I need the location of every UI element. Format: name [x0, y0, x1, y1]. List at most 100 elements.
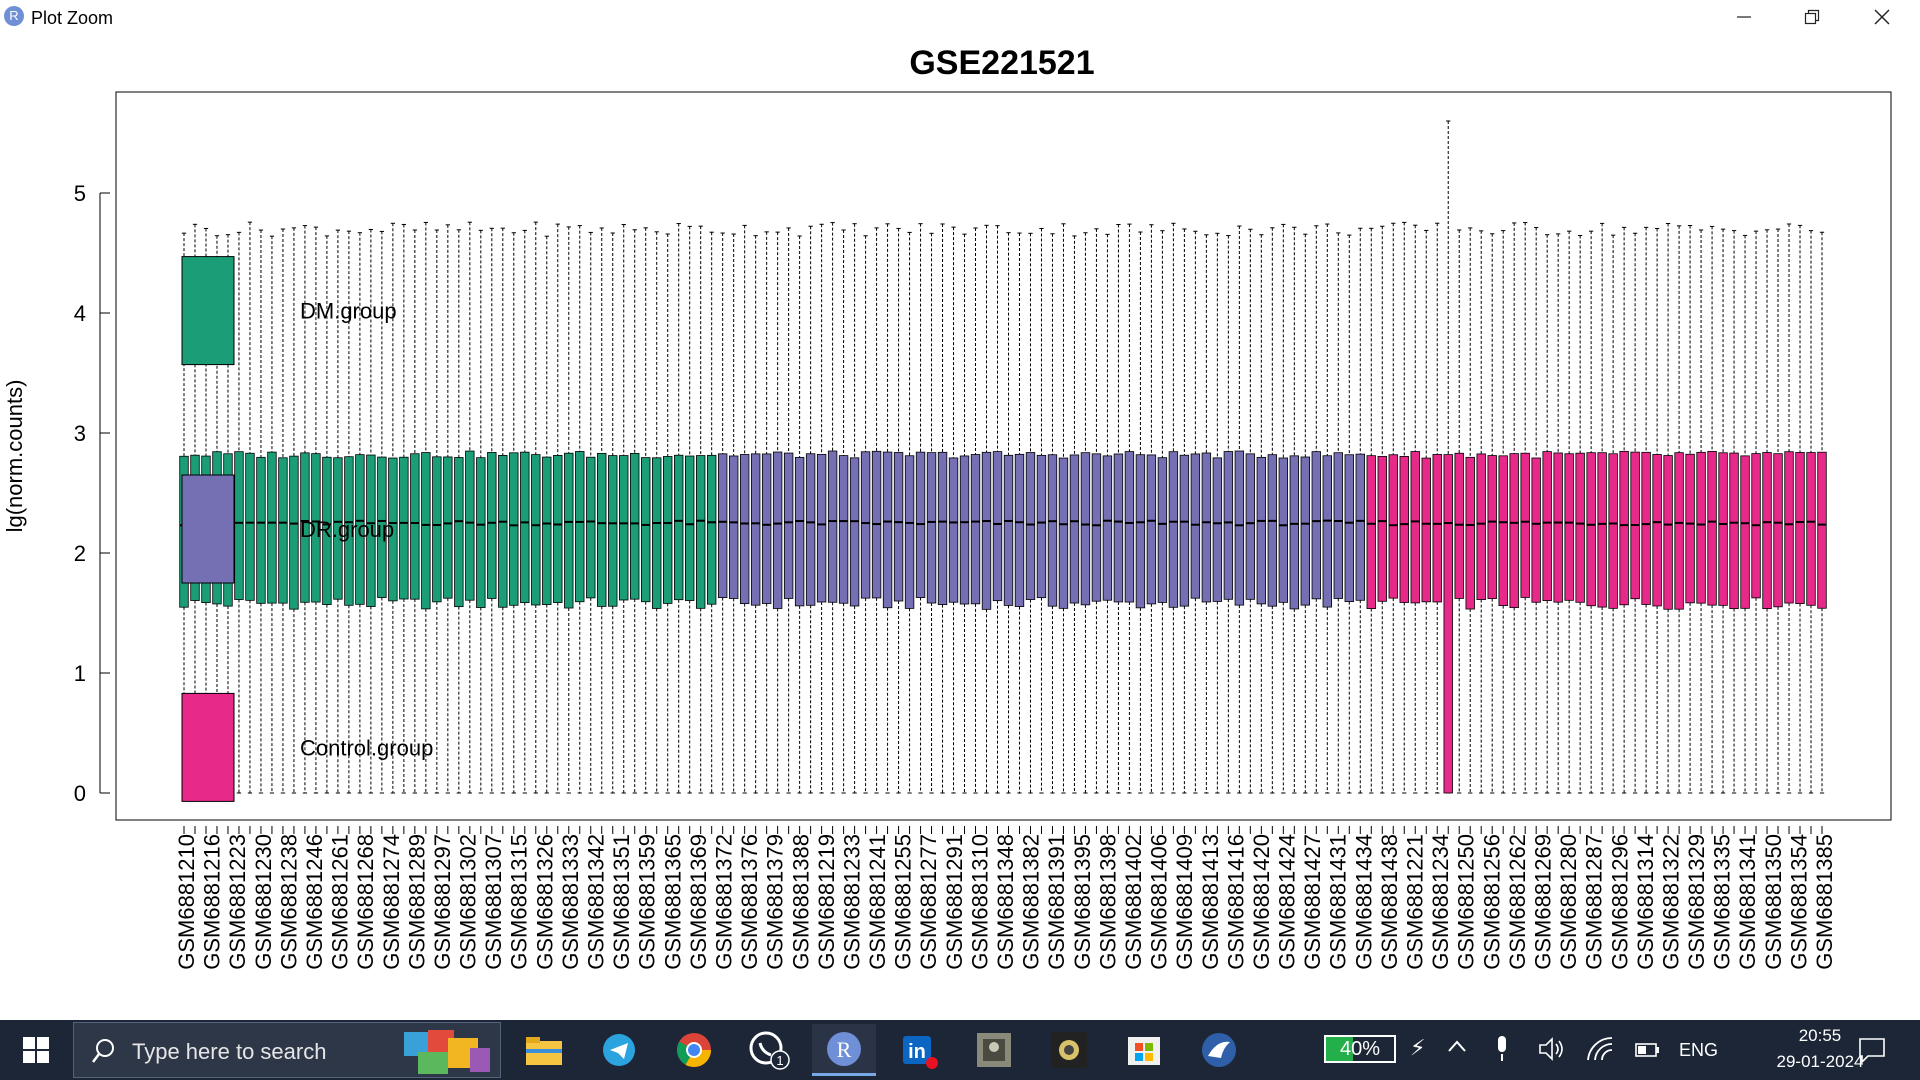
x-tick-label: GSM6881391 — [1044, 834, 1069, 970]
box-body — [959, 455, 970, 605]
box — [1751, 230, 1761, 794]
taskbar-file-explorer[interactable] — [512, 1024, 576, 1076]
box-body — [1718, 452, 1728, 606]
x-tick-label: GSM6881274 — [379, 834, 404, 970]
y-tick-label: 5 — [74, 181, 86, 206]
boxplot-chart: GSE221521 0 1 2 3 4 5 DM.group DR.group Control… — [2, 44, 1892, 970]
box — [1641, 226, 1651, 794]
box-body — [1003, 454, 1014, 606]
battery-tray-icon[interactable] — [1634, 1036, 1662, 1066]
box-body — [410, 453, 420, 600]
box — [794, 235, 805, 794]
box-body — [948, 457, 959, 603]
box — [1256, 234, 1267, 794]
x-tick-label: GSM6881246 — [302, 834, 327, 970]
box — [1069, 235, 1080, 794]
box — [1344, 234, 1354, 794]
box — [1179, 228, 1190, 794]
box — [1729, 230, 1739, 794]
box — [970, 227, 981, 794]
box-body — [937, 451, 948, 606]
battery-indicator[interactable]: 40% — [1324, 1035, 1396, 1063]
box — [1553, 233, 1563, 794]
box — [553, 223, 563, 794]
minimize-button[interactable] — [1712, 0, 1776, 34]
box-body — [630, 452, 640, 600]
bird-app-icon — [1202, 1033, 1236, 1067]
box — [1267, 227, 1278, 794]
box — [1762, 229, 1772, 794]
plot-frame — [115, 91, 1892, 821]
box — [1465, 227, 1475, 794]
box — [1311, 225, 1321, 794]
box — [1806, 230, 1816, 794]
x-tick-label: GSM6881406 — [1147, 834, 1172, 970]
box-body — [333, 457, 343, 600]
box-body — [1135, 454, 1146, 609]
box — [333, 229, 343, 794]
box-body — [1036, 454, 1047, 599]
box — [1377, 225, 1387, 794]
box-body — [728, 455, 739, 599]
box — [575, 225, 585, 794]
box-body — [816, 453, 827, 603]
box — [454, 229, 464, 794]
box-body — [1619, 450, 1629, 606]
box — [1509, 222, 1519, 794]
box — [1366, 227, 1376, 794]
box — [838, 229, 849, 794]
box — [377, 230, 387, 794]
taskbar-chrome[interactable] — [662, 1024, 726, 1076]
start-button[interactable] — [0, 1020, 72, 1080]
notification-icon[interactable] — [1858, 1036, 1886, 1064]
microphone-icon[interactable] — [1494, 1034, 1510, 1068]
taskbar-photo-app[interactable] — [962, 1024, 1026, 1076]
volume-icon[interactable] — [1538, 1036, 1566, 1066]
box-body — [970, 454, 981, 605]
box — [1685, 225, 1695, 794]
language-indicator[interactable]: ENG — [1679, 1040, 1719, 1060]
taskbar-whatsapp[interactable]: 1 — [737, 1024, 801, 1076]
box-body — [1674, 452, 1684, 610]
box — [1663, 223, 1673, 794]
taskbar-bird-app[interactable] — [1187, 1024, 1251, 1076]
taskbar-dark-app[interactable] — [1037, 1024, 1101, 1076]
box — [630, 229, 640, 794]
restore-button[interactable] — [1780, 0, 1844, 34]
taskbar-linkedin[interactable]: in — [887, 1024, 951, 1076]
box — [1498, 230, 1508, 794]
taskbar-telegram[interactable] — [587, 1024, 651, 1076]
window-titlebar: R Plot Zoom — [0, 0, 1920, 34]
x-tick-label: GSM6881395 — [1070, 834, 1095, 970]
taskbar-microsoft-store[interactable] — [1112, 1024, 1176, 1076]
box-body — [1157, 457, 1168, 603]
box-body — [1432, 454, 1442, 603]
box — [904, 231, 915, 794]
wifi-icon[interactable] — [1586, 1036, 1616, 1066]
box — [278, 228, 288, 794]
box — [256, 229, 266, 794]
box — [1421, 229, 1431, 794]
box — [652, 231, 662, 794]
box — [882, 223, 893, 794]
box-body — [1762, 452, 1772, 610]
search-box[interactable]: Type here to search — [73, 1022, 501, 1078]
clock-date[interactable]: 29-01-2024 — [1776, 1052, 1864, 1071]
box — [1674, 225, 1684, 794]
close-button[interactable] — [1850, 0, 1914, 34]
box — [981, 224, 992, 794]
box-body — [344, 456, 354, 606]
box-body — [1498, 455, 1508, 606]
x-tick-label: GSM6881350 — [1761, 834, 1786, 970]
box — [1608, 234, 1618, 794]
box-body — [1564, 453, 1574, 601]
clock-time[interactable]: 20:55 — [1798, 1026, 1842, 1045]
box-body — [531, 454, 541, 606]
box — [827, 222, 838, 794]
box-body — [586, 456, 596, 599]
taskbar-r-gui[interactable]: R — [812, 1024, 876, 1076]
box-body — [1795, 452, 1805, 604]
box-body — [289, 455, 299, 610]
box — [1333, 232, 1343, 794]
show-hidden-icons-button[interactable] — [1446, 1038, 1468, 1058]
